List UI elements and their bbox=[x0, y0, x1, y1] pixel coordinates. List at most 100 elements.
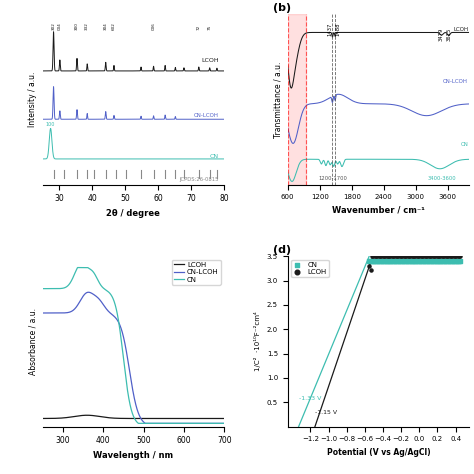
CN bbox=[377, 257, 385, 265]
CN bbox=[388, 257, 396, 265]
LCOH bbox=[376, 252, 384, 260]
CN bbox=[400, 257, 408, 265]
CN bbox=[419, 257, 427, 265]
X-axis label: 2θ / degree: 2θ / degree bbox=[107, 209, 160, 218]
LCOH bbox=[408, 252, 415, 260]
CN bbox=[385, 257, 393, 265]
LCOH bbox=[399, 252, 406, 260]
Text: CN: CN bbox=[210, 155, 219, 159]
Line: CN-LCOH: CN-LCOH bbox=[43, 292, 224, 423]
Text: 1488: 1488 bbox=[335, 22, 340, 36]
Text: 3615: 3615 bbox=[446, 27, 451, 41]
LCOH bbox=[405, 252, 413, 260]
CN bbox=[399, 257, 406, 265]
LCOH bbox=[393, 252, 401, 260]
CN bbox=[410, 257, 418, 265]
LCOH bbox=[455, 252, 463, 260]
CN-LCOH bbox=[142, 420, 148, 426]
CN bbox=[430, 257, 438, 265]
CN bbox=[437, 257, 444, 265]
CN bbox=[379, 257, 386, 265]
CN bbox=[426, 257, 434, 265]
LCOH bbox=[431, 252, 439, 260]
LCOH bbox=[439, 252, 447, 260]
CN bbox=[396, 257, 403, 265]
LCOH bbox=[40, 416, 46, 421]
LCOH bbox=[396, 252, 403, 260]
LCOH bbox=[221, 416, 227, 421]
CN bbox=[123, 378, 129, 384]
CN bbox=[421, 257, 428, 265]
CN bbox=[439, 257, 447, 265]
CN bbox=[413, 257, 420, 265]
Text: 602: 602 bbox=[112, 22, 116, 29]
CN bbox=[405, 257, 413, 265]
Text: CN-LCOH: CN-LCOH bbox=[443, 79, 468, 84]
CN bbox=[418, 257, 426, 265]
CN bbox=[454, 257, 461, 265]
CN bbox=[423, 257, 431, 265]
CN bbox=[401, 257, 409, 265]
LCOH bbox=[453, 252, 460, 260]
CN bbox=[136, 420, 141, 426]
LCOH bbox=[375, 252, 383, 260]
LCOH bbox=[438, 252, 446, 260]
CN bbox=[365, 257, 373, 265]
LCOH bbox=[377, 252, 385, 260]
LCOH bbox=[394, 252, 402, 260]
CN bbox=[389, 257, 397, 265]
Bar bbox=[288, 14, 306, 185]
Text: CN: CN bbox=[460, 143, 468, 147]
CN bbox=[428, 257, 435, 265]
CN bbox=[429, 257, 437, 265]
CN bbox=[445, 257, 452, 265]
CN bbox=[371, 257, 378, 265]
LCOH bbox=[368, 252, 376, 260]
LCOH bbox=[421, 252, 428, 260]
LCOH bbox=[385, 252, 393, 260]
CN bbox=[372, 257, 380, 265]
CN-LCOH bbox=[123, 347, 129, 353]
LCOH bbox=[406, 252, 414, 260]
LCOH bbox=[430, 252, 438, 260]
Text: 302: 302 bbox=[52, 22, 55, 29]
CN bbox=[382, 257, 389, 265]
LCOH bbox=[418, 252, 426, 260]
CN bbox=[393, 257, 401, 265]
LCOH bbox=[389, 252, 397, 260]
LCOH bbox=[193, 416, 199, 421]
LCOH bbox=[410, 252, 418, 260]
LCOH bbox=[183, 416, 189, 421]
CN bbox=[374, 257, 381, 265]
LCOH bbox=[419, 252, 427, 260]
CN bbox=[411, 257, 419, 265]
Legend: CN, LCOH: CN, LCOH bbox=[291, 260, 328, 277]
Text: 75: 75 bbox=[208, 24, 212, 29]
LCOH bbox=[402, 252, 410, 260]
LCOH bbox=[401, 252, 409, 260]
CN bbox=[434, 257, 442, 265]
CN-LCOH bbox=[128, 377, 134, 383]
CN bbox=[216, 420, 222, 426]
CN bbox=[384, 257, 392, 265]
CN bbox=[221, 420, 227, 426]
CN bbox=[387, 257, 394, 265]
LCOH bbox=[445, 252, 452, 260]
LCOH bbox=[417, 252, 425, 260]
LCOH bbox=[391, 252, 398, 260]
LCOH bbox=[411, 252, 419, 260]
LCOH bbox=[380, 252, 388, 260]
LCOH bbox=[379, 252, 386, 260]
CN-LCOH bbox=[216, 420, 222, 426]
LCOH bbox=[425, 252, 432, 260]
CN bbox=[392, 257, 400, 265]
CN-LCOH bbox=[49, 310, 55, 316]
LCOH bbox=[450, 252, 457, 260]
LCOH bbox=[216, 416, 222, 421]
LCOH bbox=[434, 252, 442, 260]
LCOH bbox=[128, 416, 134, 421]
Text: 332: 332 bbox=[85, 22, 89, 29]
CN bbox=[448, 257, 456, 265]
CN bbox=[375, 257, 383, 265]
CN bbox=[183, 420, 189, 426]
